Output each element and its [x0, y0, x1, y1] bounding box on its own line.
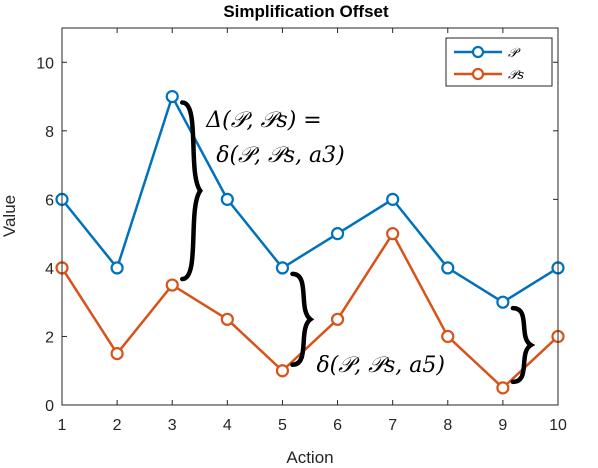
x-tick-label: 5: [278, 417, 287, 434]
annotation-label: δ(𝒫, 𝒫s, a3): [216, 143, 345, 168]
legend-marker: [471, 67, 485, 81]
legend: 𝒫𝒫s: [445, 37, 553, 87]
data-point: [220, 192, 234, 206]
data-point: [441, 329, 455, 344]
series-line: [61, 95, 559, 304]
x-tick-label: 4: [223, 417, 232, 434]
legend-label: 𝒫s: [508, 68, 524, 83]
curly-brace: [179, 100, 203, 282]
x-tick-label: 3: [168, 417, 177, 434]
curly-brace: [290, 271, 315, 367]
data-point: [496, 295, 510, 309]
plot-frame: [61, 27, 559, 406]
data-point: [275, 364, 290, 378]
data-point: [386, 227, 400, 241]
data-point: [110, 261, 124, 275]
y-tick-label: 4: [45, 261, 54, 278]
legend-box: [445, 37, 553, 87]
data-point: [165, 278, 179, 292]
y-axis-label: Value: [0, 195, 19, 237]
x-tick-label: 1: [58, 417, 67, 434]
data-point: [441, 261, 455, 275]
data-point: [386, 192, 400, 206]
data-point: [330, 227, 345, 241]
x-tick-label: 2: [113, 417, 122, 434]
annotation-label: δ(𝒫, 𝒫s, a5): [316, 353, 445, 378]
annotation-label: Δ(𝒫, 𝒫s) =: [205, 108, 321, 133]
y-tick-label: 8: [45, 124, 54, 141]
legend-entry: 𝒫s: [454, 67, 524, 83]
data-point: [275, 261, 290, 275]
y-tick-label: 6: [45, 192, 54, 209]
chart-title: Simplification Offset: [223, 2, 389, 21]
y-tick-label: 10: [36, 55, 54, 72]
data-point: [165, 89, 179, 104]
plot-area: [62, 28, 558, 405]
x-axis-label: Action: [286, 448, 333, 467]
y-tick-label: 2: [45, 329, 54, 346]
data-point: [496, 381, 510, 395]
data-point: [330, 312, 345, 326]
x-tick-label: 6: [333, 417, 342, 434]
legend-marker: [471, 45, 485, 59]
curly-brace: [510, 305, 536, 385]
x-tick-label: 9: [498, 417, 507, 434]
y-tick-label: 0: [45, 398, 54, 415]
x-tick-label: 8: [443, 417, 452, 434]
x-tick-label: 10: [549, 417, 567, 434]
x-tick-label: 7: [388, 417, 397, 434]
series-line: [60, 232, 559, 390]
series-ps: [55, 227, 565, 395]
data-point: [110, 346, 124, 361]
data-point: [220, 312, 234, 326]
